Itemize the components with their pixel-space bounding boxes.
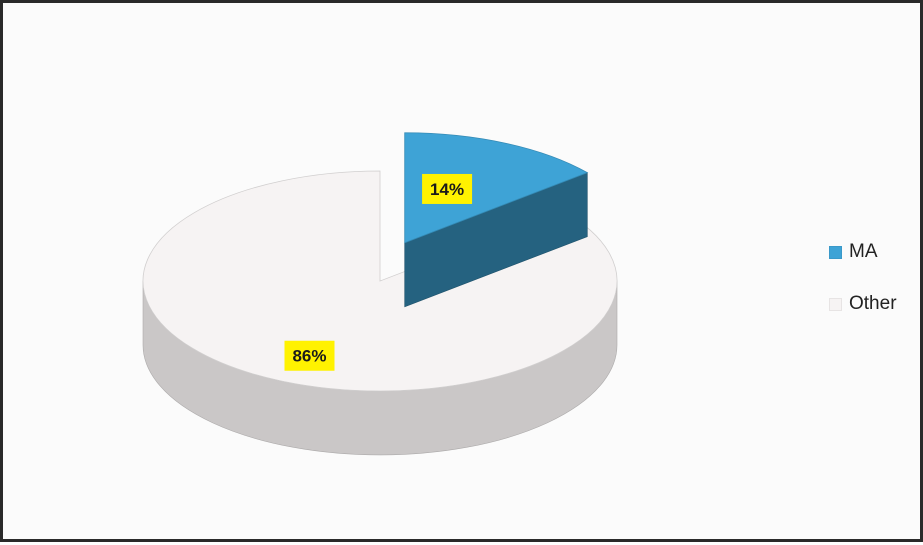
data-label-ma: 14% — [422, 173, 473, 204]
legend-label-other: Other — [849, 293, 897, 314]
slice-ma — [404, 132, 589, 244]
legend-item-other: Other — [829, 289, 897, 319]
data-label-other: 86% — [284, 340, 335, 371]
legend: MA Other — [829, 237, 897, 341]
legend-swatch-ma — [829, 245, 842, 259]
data-label-bg-other — [284, 340, 335, 371]
legend-swatch-other — [829, 297, 842, 311]
pie-chart: 14% 86% — [142, 132, 618, 456]
legend-item-ma: MA — [829, 237, 897, 267]
data-label-text-other: 86% — [292, 347, 326, 366]
data-label-text-ma: 14% — [430, 180, 464, 199]
slice-other — [142, 170, 618, 392]
legend-label-ma: MA — [849, 241, 878, 262]
data-label-bg-ma — [422, 173, 473, 204]
